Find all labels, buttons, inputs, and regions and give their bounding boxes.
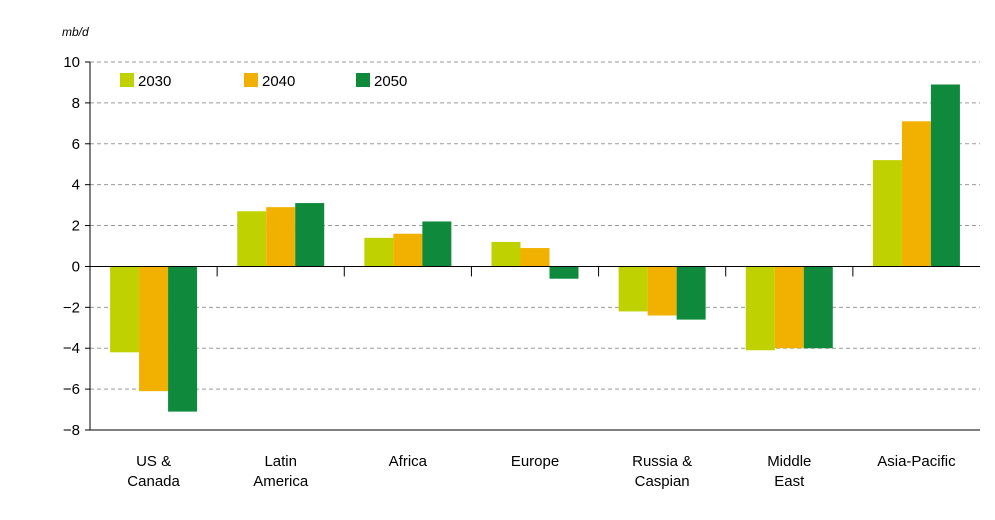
y-tick-label: 0 <box>72 258 80 275</box>
bar <box>901 121 931 267</box>
category-label: Europe <box>511 453 559 470</box>
y-tick-label: −4 <box>63 340 80 357</box>
y-axis-unit-label: mb/d <box>62 25 89 39</box>
bar <box>110 266 140 353</box>
bar <box>647 266 677 316</box>
y-tick-label: 2 <box>72 218 80 235</box>
bar <box>266 207 296 267</box>
category-labels: US & Canada Latin America Africa Europe Russia… <box>127 453 956 490</box>
axes <box>85 61 980 431</box>
y-tick-label: 6 <box>72 136 80 153</box>
y-tick-label: −8 <box>63 422 80 439</box>
bar <box>774 266 804 349</box>
category-label: Russia & Caspian <box>632 453 692 490</box>
bar <box>872 160 902 267</box>
y-tick-label: 10 <box>63 54 80 71</box>
category-label: Middle East <box>767 453 811 490</box>
category-label: US & Canada <box>127 453 180 490</box>
bar <box>676 266 706 320</box>
legend-label: 2050 <box>374 73 407 90</box>
bar <box>364 237 394 267</box>
legend-swatch <box>244 73 258 87</box>
legend-label: 2030 <box>138 73 171 90</box>
category-label: Latin America <box>253 453 309 490</box>
y-tick-label: −6 <box>63 381 80 398</box>
category-label: Africa <box>389 453 428 470</box>
bar <box>295 203 325 267</box>
bar <box>491 241 521 267</box>
bar <box>393 233 423 267</box>
bar <box>237 211 267 267</box>
bar <box>168 266 198 412</box>
legend-swatch <box>120 73 134 87</box>
y-tick-label: 4 <box>72 177 80 194</box>
legend-item: 2040 <box>244 73 295 90</box>
legend-item: 2030 <box>120 73 171 90</box>
legend-swatch <box>356 73 370 87</box>
bar <box>520 248 550 267</box>
y-tick-label: 8 <box>72 95 80 112</box>
legend: 2030 2040 2050 <box>120 73 407 90</box>
legend-item: 2050 <box>356 73 407 90</box>
bars <box>110 84 960 412</box>
bar <box>803 266 833 349</box>
bar <box>745 266 775 351</box>
gridlines <box>90 61 980 390</box>
bar <box>618 266 648 312</box>
bar <box>930 84 960 267</box>
bar <box>139 266 169 392</box>
bar <box>422 221 452 267</box>
bar <box>549 266 579 279</box>
legend-label: 2040 <box>262 73 295 90</box>
y-tick-label: −2 <box>63 299 80 316</box>
y-tick-labels: 10 8 6 4 2 0 −2 −4 −6 −8 <box>63 54 80 439</box>
category-label: Asia-Pacific <box>877 453 956 470</box>
